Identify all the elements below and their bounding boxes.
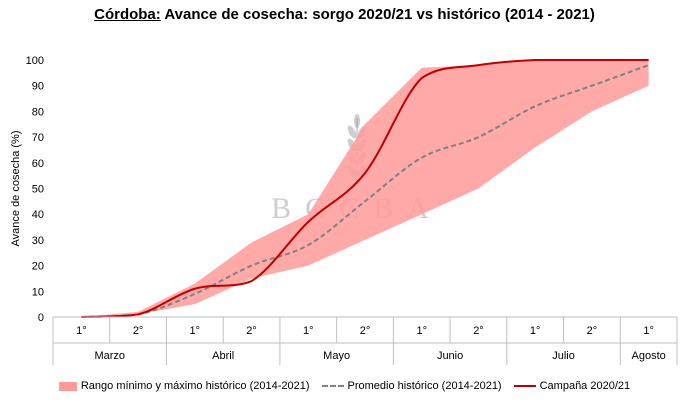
- y-tick-label: 10: [32, 286, 44, 298]
- y-tick-label: 80: [32, 106, 44, 118]
- chart-canvas: BCCBA 01020304050607080901001°2°1°2°1°2°…: [10, 55, 678, 365]
- x-tick-label: 1°: [416, 325, 427, 337]
- x-month-label: Julio: [552, 350, 575, 362]
- chart-title-text: Avance de cosecha: sorgo 2020/21 vs hist…: [160, 6, 595, 23]
- x-month-label: Agosto: [632, 350, 666, 362]
- watermark-leaf-left-0: [347, 125, 357, 139]
- legend-item-range: Rango mínimo y máximo histórico (2014-20…: [58, 380, 310, 392]
- series-average-line: [81, 64, 649, 318]
- y-tick-label: 90: [32, 81, 44, 93]
- x-tick-label: 1°: [303, 325, 314, 337]
- x-tick-label: 2°: [133, 325, 144, 337]
- y-tick-label: 70: [32, 132, 44, 144]
- x-month-label: Marzo: [94, 350, 125, 362]
- y-tick-label: 30: [32, 235, 44, 247]
- watermark-leaf-top: [354, 114, 360, 128]
- legend-label-campaign: Campaña 2020/21: [539, 380, 631, 392]
- y-tick-label: 40: [32, 209, 44, 221]
- x-tick-label: 2°: [473, 325, 484, 337]
- x-tick-label: 1°: [190, 325, 201, 337]
- legend-label-average: Promedio histórico (2014-2021): [347, 380, 502, 392]
- y-tick-label: 20: [32, 261, 44, 273]
- x-tick-label: 2°: [360, 325, 371, 337]
- legend-item-average: Promedio histórico (2014-2021): [321, 380, 502, 392]
- chart-title: Córdoba: Avance de cosecha: sorgo 2020/2…: [0, 6, 689, 23]
- y-tick-label: 0: [38, 312, 44, 324]
- x-tick-label: 1°: [643, 325, 654, 337]
- x-month-label: Abril: [212, 350, 234, 362]
- chart-legend: Rango mínimo y máximo histórico (2014-20…: [0, 380, 689, 392]
- legend-swatch-campaign: [513, 385, 536, 387]
- axes: 0 10 20 30 40 50 60 70 80 90 100 1° 2° 1° 2° 1° 2° 1° 2° 1°…: [26, 55, 678, 365]
- y-tick-label: 100: [26, 55, 44, 67]
- y-tick-label: 50: [32, 184, 44, 196]
- legend-swatch-range: [58, 381, 77, 391]
- x-tick-label: 2°: [246, 325, 257, 337]
- x-month-label: Mayo: [323, 350, 350, 362]
- x-month-label: Junio: [437, 350, 463, 362]
- x-tick-label: 1°: [76, 325, 87, 337]
- y-axis-label: Avance de cosecha (%): [10, 131, 22, 247]
- plot-area: [81, 59, 649, 318]
- y-tick-label: 60: [32, 158, 44, 170]
- legend-item-campaign: Campaña 2020/21: [513, 380, 631, 392]
- series-campaign-line: [81, 59, 649, 318]
- legend-swatch-average: [321, 385, 344, 387]
- series-range-band: [81, 60, 649, 317]
- chart-title-province: Córdoba:: [94, 6, 161, 23]
- x-tick-label: 2°: [587, 325, 598, 337]
- x-tick-label: 1°: [530, 325, 541, 337]
- legend-label-range: Rango mínimo y máximo histórico (2014-20…: [80, 380, 310, 392]
